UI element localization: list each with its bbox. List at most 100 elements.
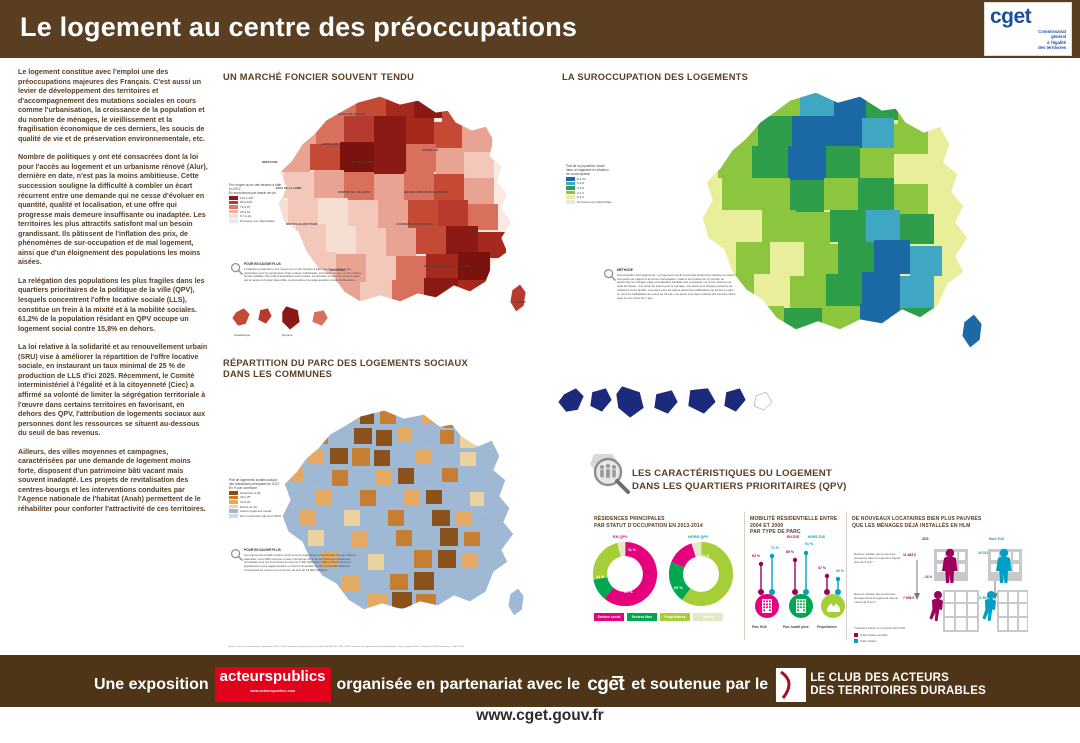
magnifier-people-icon (590, 454, 630, 494)
note-suroccupation: MÉTHODE Suroccupation des logements : un… (617, 268, 737, 300)
legend-item: Données non disponibles (566, 200, 640, 204)
map-region-label: HAUTS-DE-FRANCE (338, 112, 366, 116)
value-label-proprietaires-hors-zus: 30 % (836, 569, 844, 573)
group-label-parc-hlm: Parc HLM (752, 625, 767, 629)
map-region-label: BOURGOGNE FRANCHE-COMTÉ (404, 190, 449, 194)
legend-swatch (229, 200, 238, 205)
legend-item: 6,7 à 21 (229, 214, 301, 218)
panel-locataires-pauvres: DE NOUVEAUX LOCATAIRES BIEN PLUS PAUVRES… (852, 516, 1032, 529)
legend-title-line: Prix moyen au m² des terrains à bâtir (229, 183, 282, 187)
legend-item: Données non disponibles (229, 219, 301, 223)
legend-item: Aucun logement social (229, 509, 307, 513)
qpv-section-title: LES CARACTÉRISTIQUES DU LOGEMENT DANS LE… (632, 468, 847, 493)
row-caption-moins-de-6-ans: Revenu médian des personnes arrivées dan… (854, 592, 899, 604)
magnifier-icon (603, 268, 616, 281)
legend-label: Unité urbaine sensible (860, 633, 888, 637)
legend-parc-social: Part de logements locatifs sociaux des r… (229, 478, 307, 518)
donut-value-label: 24 % (596, 575, 605, 579)
club-acteurs-text: LE CLUB DES ACTEURS DES TERRITOIRES DURA… (810, 672, 986, 698)
legend-item: Moins de 10 (229, 505, 307, 509)
legend-chip-proprietaires: Propriétaires (660, 613, 690, 622)
acteurs-publics-logo[interactable]: acteurspublics www.acteurspublics.com (214, 667, 331, 702)
legend-swatch (566, 195, 575, 200)
map-region-label: ÎLE-DE-FRANCE (352, 160, 374, 164)
group-label-parc-locatif-prive: Parc locatif privé (783, 625, 809, 629)
map-region-label: NOUVELLE-AQUITAINE (286, 222, 318, 226)
overseas-territories-foncier: Guadeloupe Guyane (231, 305, 329, 337)
legend-title-line: en 2012 (229, 187, 241, 192)
sources-credits: Sources : Insee, recensement de la popul… (228, 646, 465, 648)
panel-title-line: PAR TYPE DE PARC (750, 529, 801, 536)
cget-logo: cget Commissariat général à l'égalité de… (984, 2, 1072, 56)
delta-arrow-zus (914, 560, 920, 600)
section-title-line: DANS LES COMMUNES (223, 369, 333, 379)
website-url[interactable]: www.cget.gouv.fr (476, 707, 604, 724)
value-zus-moins-6-ans: 7 606 € (903, 596, 915, 600)
acteurs-publics-wordmark: acteurspublics (219, 668, 326, 685)
footer-line: Une exposition acteurspublics www.acteur… (94, 667, 986, 702)
value-label-parc-prive-hors-zus: 91 % (805, 542, 813, 546)
panel-title: DE NOUVEAUX LOCATAIRES BIEN PLUS PAUVRES… (852, 516, 1032, 529)
value-hors-zus-moins-6-ans: 11 903 € (978, 596, 992, 600)
map-region-label: PAYS DE LA LOIRE (276, 186, 302, 190)
club-acteurs-logo[interactable]: LE CLUB DES ACTEURS DES TERRITOIRES DURA… (776, 667, 986, 702)
map-marche-foncier-svg (277, 95, 527, 313)
map-region-label: BRETAGNE (262, 160, 278, 164)
donut-slice-secteur-libre (668, 541, 734, 607)
legend-title-line: En % par commune (229, 486, 257, 491)
legend-item: 3 à 5 (566, 186, 640, 190)
legend-title-line: dans un logement en situation (566, 168, 609, 173)
map-suroccupation (662, 86, 992, 386)
corsica-shape (507, 587, 525, 617)
map-region-label: GRAND EST (422, 148, 439, 152)
legend-swatch (566, 190, 575, 195)
cget-sub-line: à l'égalité (1047, 39, 1066, 45)
legend-title-line: Part de la population vivant (566, 164, 605, 168)
cget-wordmark: cget (990, 5, 1032, 28)
group-label-proprietaires: Propriétaires (817, 625, 837, 629)
legend-swatch (229, 495, 238, 500)
map-parc-social (248, 404, 538, 639)
cget-sub-line: général (1051, 34, 1066, 40)
note-heading: MÉTHODE (617, 268, 633, 272)
legend-item: 20 à 63 (229, 210, 301, 214)
intro-paragraph: Nombre de politiques y ont été consacrée… (18, 153, 208, 267)
cget-sub-line: Commissariat (1038, 29, 1066, 34)
panel-title-line: RÉSIDENCES PRINCIPALES (594, 516, 665, 522)
club-line: LE CLUB DES ACTEURS (810, 671, 950, 684)
legend-swatch (854, 639, 858, 643)
map-parc-social-svg (281, 409, 525, 617)
legend-label: 10 à 20 (240, 500, 251, 505)
column-label-hors-zus: Hors ZUS (989, 537, 1005, 541)
legend-swatch (854, 633, 858, 637)
pictogram-locataires (929, 548, 1028, 632)
legend-suroccupation: Part de la population vivant dans un log… (566, 164, 640, 204)
legend-swatch (229, 500, 238, 504)
club-mark-icon (776, 667, 807, 702)
legend-swatch (566, 186, 575, 190)
cget-sub-line: des territoires (1038, 45, 1066, 51)
footer-post-text: et soutenue par le (631, 675, 769, 693)
legend-item: 10 à 20 (229, 500, 307, 504)
panel-title-line: DE NOUVEAUX LOCATAIRES BIEN PLUS PAUVRES (852, 516, 982, 522)
legend-marche-foncier: Prix moyen au m² des terrains à bâtir en… (229, 183, 301, 223)
legend-item: 0 à 2 (566, 195, 640, 199)
value-label-proprietaires-en-zus: 37 % (818, 566, 826, 570)
legend-label: 6,7 à 21 (240, 214, 252, 219)
donut-value-label: 61 % (624, 590, 633, 594)
legend-swatch (229, 509, 238, 514)
legend-chip-autres: Autres (693, 613, 723, 622)
club-swoosh-icon (776, 667, 801, 702)
legend-item: 8 à 33 (566, 177, 640, 181)
corsica-shape (961, 313, 983, 349)
legend-item: 2 à 3 (566, 191, 640, 195)
lollipop-group-parc-locatif-prive (789, 550, 813, 618)
donut-value-label: 60 % (674, 586, 683, 590)
legend-swatch (229, 491, 238, 495)
value-label-parc-hlm-hors-zus: 71 % (771, 546, 779, 550)
legend-chip-secteur-libre: Secteur libre (627, 613, 657, 622)
poster-header: Le logement au centre des préoccupations… (0, 0, 1080, 58)
legend-label: Données non disponibles (577, 199, 612, 204)
legend-swatch (229, 214, 238, 219)
panel-title: RÉSIDENCES PRINCIPALES PAR STATUT D'OCCU… (594, 516, 740, 529)
